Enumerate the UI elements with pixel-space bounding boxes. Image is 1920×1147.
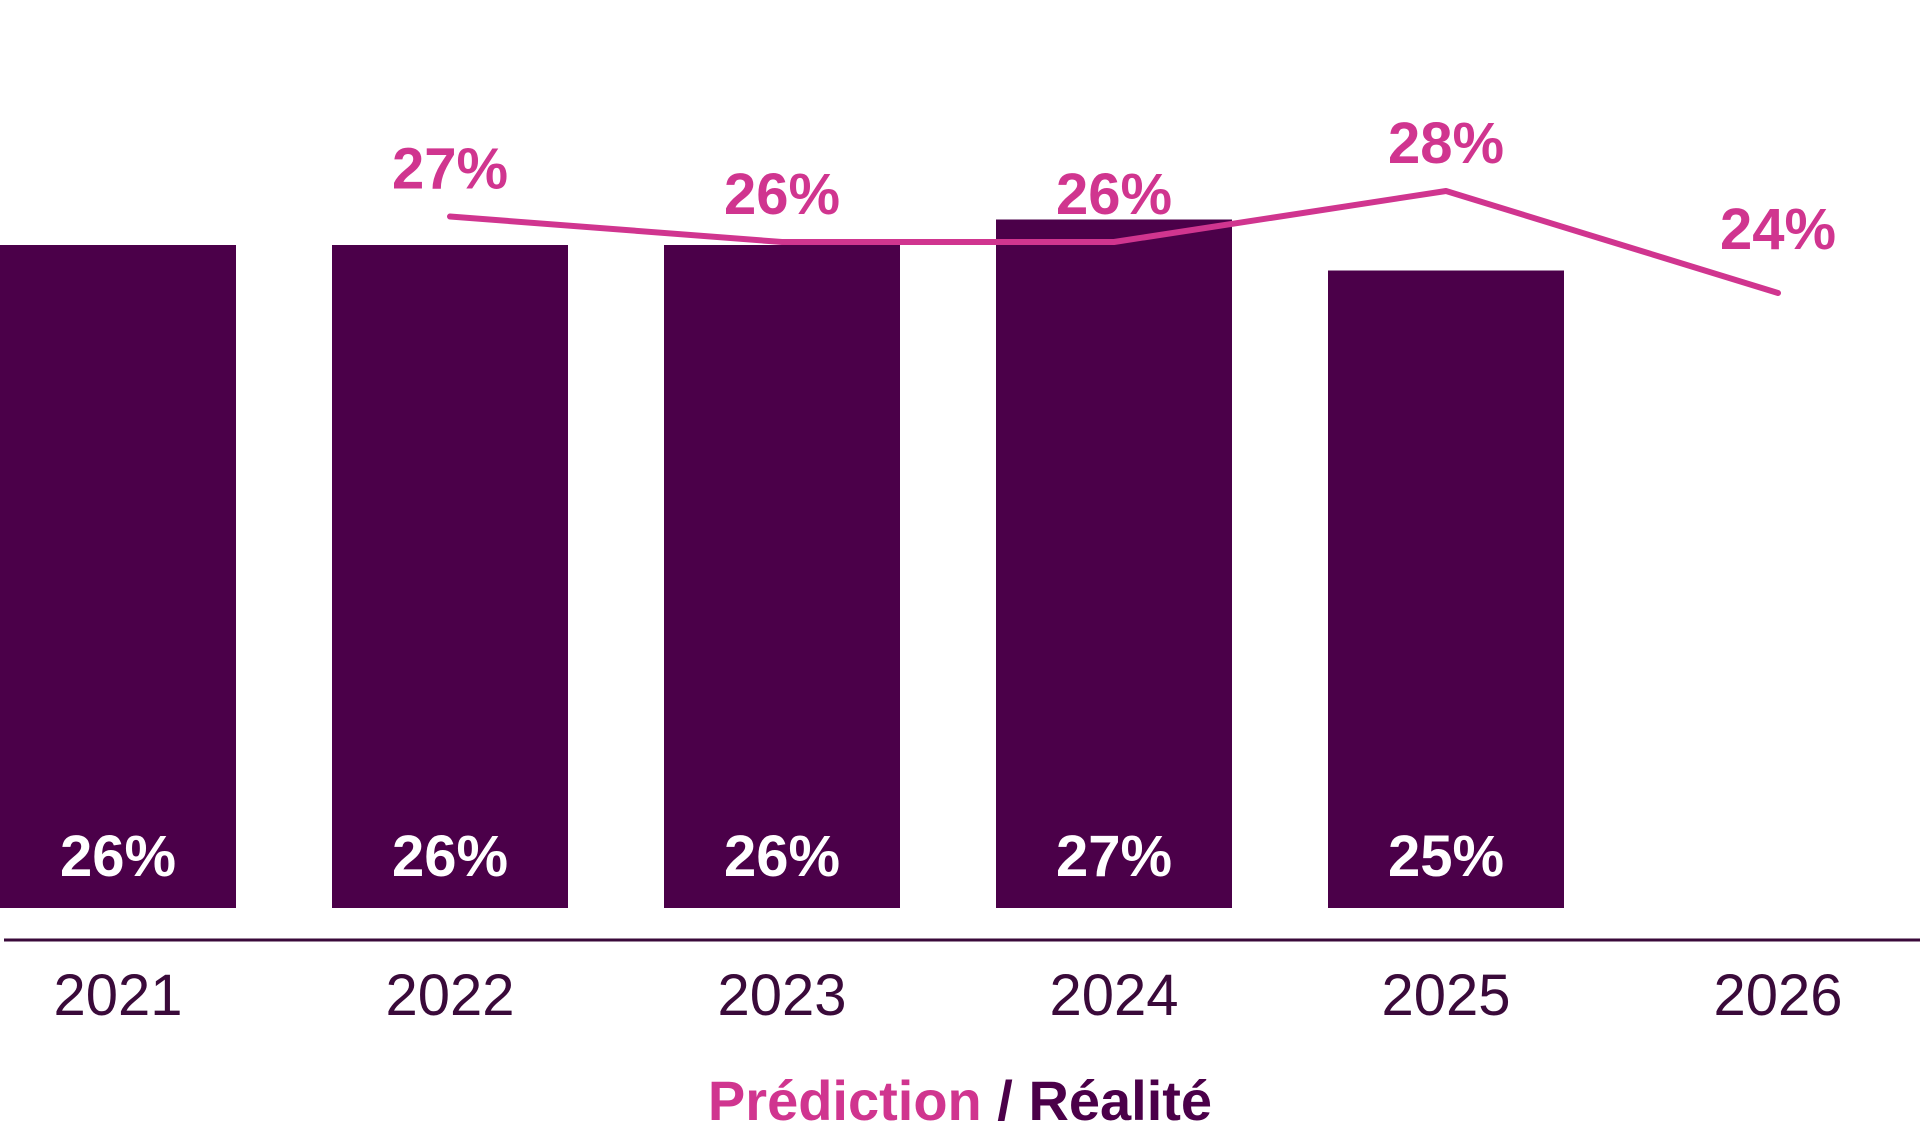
x-tick-label-2025: 2025 bbox=[1381, 963, 1510, 1028]
bar-2023 bbox=[664, 245, 900, 908]
x-tick-label-2023: 2023 bbox=[717, 963, 846, 1028]
x-axis: 2021 2022 2023 2024 2025 2026 bbox=[4, 940, 1920, 1028]
x-tick-label-2026: 2026 bbox=[1713, 963, 1842, 1028]
x-tick-label-2024: 2024 bbox=[1049, 963, 1178, 1028]
bar-2024 bbox=[996, 220, 1232, 909]
bar-value-label-2024: 27% bbox=[1056, 824, 1172, 889]
prediction-value-label-2025: 28% bbox=[1388, 111, 1504, 176]
legend-separator: / bbox=[982, 1068, 1029, 1133]
bar-2021 bbox=[0, 245, 236, 908]
bar-value-label-2021: 26% bbox=[60, 824, 176, 889]
legend-prediction-label: Prédiction bbox=[708, 1068, 982, 1133]
bar-value-label-2023: 26% bbox=[724, 824, 840, 889]
bar-value-label-2025: 25% bbox=[1388, 824, 1504, 889]
bar-2025 bbox=[1328, 271, 1564, 909]
legend: Prédiction / Réalité bbox=[0, 1068, 1920, 1133]
bars-layer bbox=[0, 220, 1564, 909]
prediction-value-label-2024: 26% bbox=[1056, 162, 1172, 227]
bar-2022 bbox=[332, 245, 568, 908]
legend-reality-label: Réalité bbox=[1028, 1068, 1212, 1133]
prediction-value-label-2026: 24% bbox=[1720, 197, 1836, 262]
prediction-value-label-2023: 26% bbox=[724, 162, 840, 227]
x-tick-label-2021: 2021 bbox=[53, 963, 182, 1028]
x-tick-label-2022: 2022 bbox=[385, 963, 514, 1028]
bar-value-label-2022: 26% bbox=[392, 824, 508, 889]
prediction-value-label-2022: 27% bbox=[392, 137, 508, 202]
